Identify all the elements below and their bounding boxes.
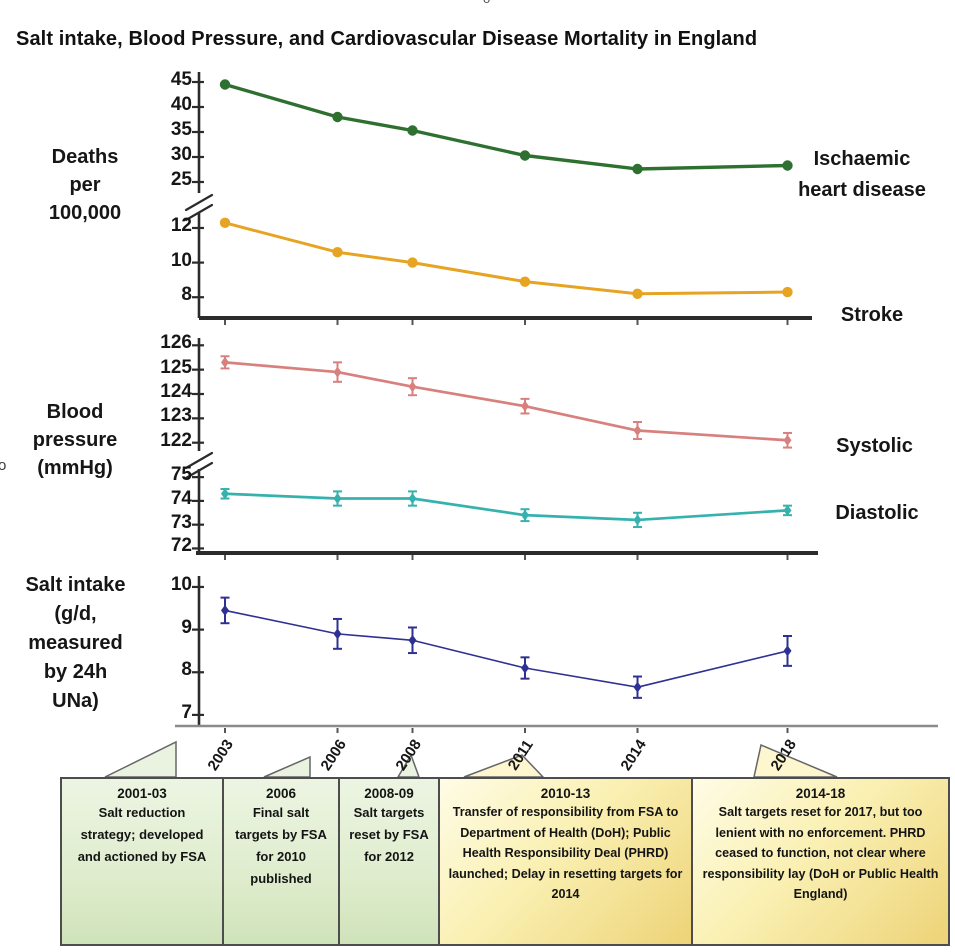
y-tick-9: 9 [181,616,192,638]
series-label-diastolic: Diastolic [835,502,919,524]
timeline-box-period: 2014-18 [795,786,846,801]
series-label-ischaemic-heart-disease: Ischaemic heart disease [798,148,926,201]
y-tick-72: 72 [170,535,192,557]
timeline-box-text: Final salt targets by FSA for 2010 publi… [235,805,327,886]
timeline-box-text: Transfer of responsibility from FSA to D… [448,805,683,901]
callout-pointer-2 [263,755,311,778]
timeline-box-period: 2008-09 [364,786,414,801]
y-tick-40: 40 [170,94,192,115]
ylabel-mortality: Deaths per 100,000 [48,146,122,224]
left-edge-artifact: o [0,457,7,474]
callout-pointer-1 [104,740,177,778]
series-label-systolic: Systolic [836,435,913,457]
y-tick-126: 126 [160,332,192,354]
top-edge-artifact: o [483,0,490,6]
y-tick-75: 75 [170,464,192,486]
y-tick-122: 122 [160,429,192,451]
y-tick-124: 124 [160,381,192,402]
y-tick-30: 30 [170,144,192,165]
y-tick-10: 10 [170,573,192,595]
y-tick-12: 12 [170,214,192,236]
timeline-box-period: 2010-13 [540,786,591,801]
y-tick-35: 35 [170,119,192,140]
timeline-box-text: Salt reduction strategy; developed and a… [77,805,207,864]
chart-title: Salt intake, Blood Pressure, and Cardiov… [16,28,758,50]
timeline-box-text: Salt targets reset by FSA for 2012 [349,805,429,864]
y-tick-10: 10 [170,249,192,271]
y-tick-73: 73 [170,511,192,533]
y-tick-8: 8 [181,284,192,306]
series-label-stroke: Stroke [840,304,904,326]
timeline-box-2001-03: 2001-03 Salt reduction strategy; develope… [60,777,224,946]
timeline-box-2006: 2006 Final salt targets by FSA for 2010 p… [222,777,340,946]
y-tick-74: 74 [170,487,192,509]
y-tick-123: 123 [160,405,192,427]
y-tick-25: 25 [170,169,192,190]
timeline-box-text: Salt targets reset for 2017, but too len… [702,805,939,901]
ylabel-salt-intake: Salt intake (g/d, measured by 24h UNa) [25,574,126,712]
timeline-box-2014-18: 2014-18 Salt targets reset for 2017, but … [691,777,950,946]
timeline-box-period: 2001-03 [117,786,167,801]
y-tick-125: 125 [160,356,192,378]
ylabel-blood-pressure: Blood pressure (mmHg) [32,401,118,479]
y-tick-8: 8 [181,659,192,681]
timeline-box-2008-09: 2008-09 Salt targets reset by FSA for 201… [338,777,440,946]
timeline-box-2010-13: 2010-13 Transfer of responsibility from F… [438,777,693,946]
y-tick-45: 45 [170,69,192,90]
timeline-box-period: 2006 [265,786,297,801]
y-tick-7: 7 [181,701,192,723]
